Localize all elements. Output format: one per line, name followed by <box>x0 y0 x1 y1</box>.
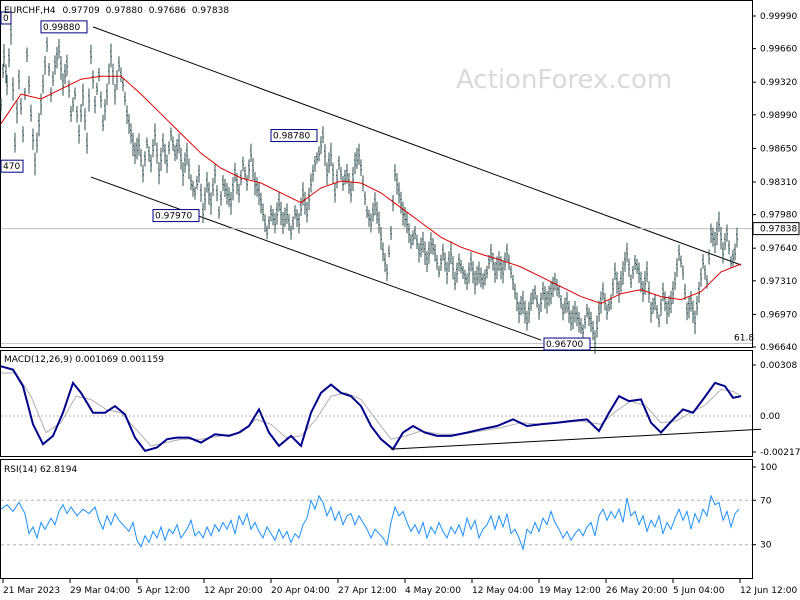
price-label: 470 <box>3 162 20 172</box>
rsi-y-axis: 100 70 30 <box>752 463 777 551</box>
channel-line <box>92 26 742 266</box>
price-tick-label: 0.99320 <box>760 78 797 88</box>
macd-tick-label: -0.00217 <box>760 448 800 458</box>
price-tick-label: 0.98310 <box>760 178 797 188</box>
price-y-axis: 0.99990 0.99660 0.99320 0.98990 0.98650 0.983… <box>752 12 797 353</box>
price-title: EURCHF,H4 0.97709 0.97880 0.97686 0.9783… <box>4 6 229 16</box>
macd-main-line <box>0 365 742 452</box>
time-tick-label: 26 May 20:00 <box>606 586 668 596</box>
price-tick-label: 0.96970 <box>760 310 797 320</box>
price-label: 0.99880 <box>43 23 80 33</box>
price-tick-label: 0.96640 <box>760 343 797 353</box>
time-tick-label: 12 Apr 20:00 <box>204 586 263 596</box>
symbol-title: EURCHF,H4 <box>4 6 56 16</box>
price-annotations: 0.99880 0.98780 0.97970 0.96700 470 0 <box>0 11 591 351</box>
time-axis: 21 Mar 2023 29 Mar 04:00 5 Apr 12:00 12 Apr… <box>2 578 797 596</box>
time-tick-label: 21 Mar 2023 <box>3 586 60 596</box>
moving-average-line <box>0 75 742 305</box>
ohlc-close: 0.97838 <box>192 6 229 16</box>
time-tick-label: 29 Mar 04:00 <box>70 586 130 596</box>
watermark: ActionForex.com <box>456 65 672 95</box>
price-tick-label: 0.98650 <box>760 144 797 154</box>
time-tick-label: 12 Jun 12:00 <box>740 586 797 596</box>
price-label-box <box>270 129 318 143</box>
ohlc-open: 0.97709 <box>63 6 100 16</box>
time-tick-label: 12 May 04:00 <box>472 586 534 596</box>
price-tick-label: 0.97310 <box>760 277 797 287</box>
price-label: 0.98780 <box>273 132 310 142</box>
price-bars <box>0 22 738 354</box>
macd-pane-frame <box>0 350 753 457</box>
price-label-box <box>0 11 12 25</box>
rsi-tick-label: 30 <box>760 541 772 551</box>
ohlc-high: 0.97880 <box>106 6 143 16</box>
price-pane-frame <box>0 0 753 348</box>
channel-line <box>90 176 542 341</box>
current-price-badge: 0.97838 <box>752 222 800 236</box>
ohlc-low: 0.97686 <box>149 6 186 16</box>
price-label-box <box>0 159 24 173</box>
macd-current-label: 0.00 <box>760 412 780 422</box>
time-tick-label: 19 May 12:00 <box>539 586 601 596</box>
price-tick-label: 0.97980 <box>760 211 797 221</box>
price-tick-label: 0.99660 <box>760 45 797 55</box>
fib-61-8-label: 61.8 <box>734 334 754 344</box>
macd-current-badge: 0.00 <box>753 410 783 423</box>
time-tick-label: 5 Jun 04:00 <box>673 586 725 596</box>
macd-trendline <box>390 428 762 450</box>
macd-signal-line <box>1 372 742 447</box>
time-tick-label: 4 May 20:00 <box>405 586 461 596</box>
price-label: 0.96700 <box>546 340 583 350</box>
price-label: 0 <box>3 14 9 24</box>
rsi-title: RSI(14) 62.8194 <box>4 465 77 475</box>
current-price-label: 0.97838 <box>760 225 797 235</box>
price-tick-label: 0.98990 <box>760 111 797 121</box>
price-label-box <box>152 209 200 223</box>
rsi-levels <box>1 499 752 546</box>
price-tick-label: 0.97640 <box>760 244 797 254</box>
macd-y-axis: 0.00308 0.00 -0.00217 <box>752 361 800 458</box>
time-tick-label: 20 Apr 04:00 <box>271 586 330 596</box>
price-label: 0.97970 <box>155 212 192 222</box>
rsi-pane-frame <box>0 459 753 579</box>
rsi-tick-label: 100 <box>760 463 777 473</box>
macd-title: MACD(12,26,9) 0.001069 0.001159 <box>4 355 164 365</box>
price-label-box <box>543 337 591 351</box>
price-label-box <box>40 20 88 34</box>
macd-tick-label: 0.00308 <box>760 361 797 371</box>
rsi-line <box>0 494 740 551</box>
rsi-tick-label: 70 <box>760 496 772 506</box>
price-tick-label: 0.99990 <box>760 12 797 22</box>
price-channel-lines <box>90 26 742 341</box>
time-tick-label: 5 Apr 12:00 <box>137 586 190 596</box>
time-tick-label: 27 Apr 12:00 <box>338 586 397 596</box>
